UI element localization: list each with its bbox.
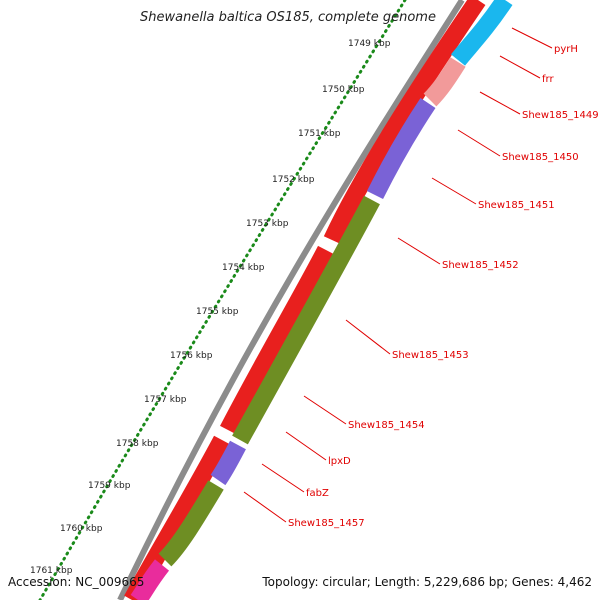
gene-leader-line <box>431 177 477 205</box>
gene-label[interactable]: Shew185_1457 <box>288 518 365 529</box>
gene-label[interactable]: frr <box>542 74 554 85</box>
gene-leader-line <box>457 129 501 157</box>
ruler-label: 1761 kbp <box>30 566 73 576</box>
gene-leader-line <box>511 27 553 49</box>
gene-leader-line <box>397 237 441 265</box>
ruler-label: 1758 kbp <box>116 439 159 449</box>
ruler-label: 1756 kbp <box>170 351 213 361</box>
inner-strand-features <box>130 0 513 600</box>
ruler-label: 1759 kbp <box>88 481 131 491</box>
gene-label[interactable]: pyrH <box>554 44 578 55</box>
gene-leader-line <box>243 491 287 523</box>
gene-label[interactable]: fabZ <box>306 488 329 499</box>
gene-label[interactable]: Shew185_1454 <box>348 420 425 431</box>
ruler-label: 1752 kbp <box>272 175 315 185</box>
gene-leader-line <box>303 395 347 425</box>
ruler-label: 1760 kbp <box>60 524 103 534</box>
outer-strand-features <box>124 0 486 600</box>
gene-label[interactable]: Shew185_1451 <box>478 200 555 211</box>
gene-labels: pyrH frr Shew185_1449 Shew185_1450 Shew185_1… <box>288 44 599 529</box>
gene-label[interactable]: Shew185_1452 <box>442 260 519 271</box>
genome-backbone <box>117 0 465 600</box>
ruler-label: 1757 kbp <box>144 395 187 405</box>
genome-summary-text: Topology: circular; Length: 5,229,686 bp… <box>262 575 592 589</box>
accession-text: Accession: NC_009665 <box>8 575 145 589</box>
gene-leader-line <box>499 55 541 79</box>
ruler-label: 1753 kbp <box>246 219 289 229</box>
position-ruler <box>38 0 407 600</box>
page-title: Shewanella baltica OS185, complete genom… <box>140 10 436 25</box>
gene-label[interactable]: Shew185_1450 <box>502 152 579 163</box>
ruler-label: 1750 kbp <box>322 85 365 95</box>
ruler-label: 1754 kbp <box>222 263 265 273</box>
gene-leader-line <box>285 431 327 461</box>
ruler-labels: 1749 kbp 1750 kbp 1751 kbp 1752 kbp 1753 kbp… <box>30 39 391 576</box>
gene-leader-lines <box>243 27 553 523</box>
ruler-label: 1749 kbp <box>348 39 391 49</box>
ruler-label: 1755 kbp <box>196 307 239 317</box>
gene-leader-line <box>479 91 521 115</box>
gene-label[interactable]: lpxD <box>328 456 351 467</box>
ruler-label: 1751 kbp <box>298 129 341 139</box>
gene-leader-line <box>261 463 305 493</box>
gene-label[interactable]: Shew185_1449 <box>522 110 599 121</box>
gene-label[interactable]: Shew185_1453 <box>392 350 469 361</box>
gene-leader-line <box>345 319 391 355</box>
